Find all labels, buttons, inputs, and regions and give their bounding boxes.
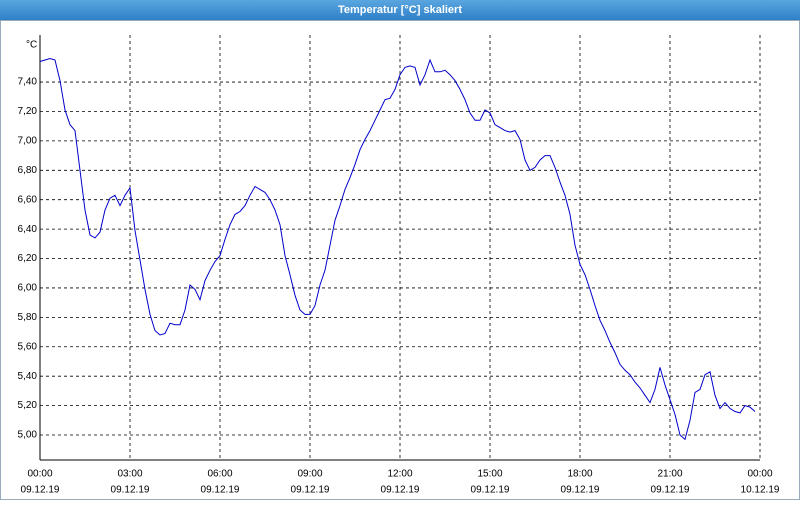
y-tick-label: 5,00 — [18, 430, 38, 441]
chart-title: Temperatur [°C] skaliert — [338, 4, 462, 16]
x-tick-label: 12:00 — [387, 469, 412, 480]
x-tick-label: 03:00 — [117, 469, 142, 480]
x-tick-date: 09.12.19 — [291, 485, 330, 496]
x-tick-label: 00:00 — [27, 469, 52, 480]
x-tick-date: 09.12.19 — [111, 485, 150, 496]
x-tick-date: 09.12.19 — [201, 485, 240, 496]
y-tick-label: 5,80 — [18, 312, 38, 323]
y-tick-label: 6,80 — [18, 165, 38, 176]
y-tick-label: 5,40 — [18, 371, 38, 382]
y-tick-label: 6,60 — [18, 194, 38, 205]
y-tick-label: 6,00 — [18, 283, 38, 294]
y-tick-label: 7,00 — [18, 136, 38, 147]
x-tick-date: 09.12.19 — [21, 485, 60, 496]
x-tick-label: 06:00 — [207, 469, 232, 480]
x-tick-date: 09.12.19 — [561, 485, 600, 496]
x-tick-date: 09.12.19 — [471, 485, 510, 496]
x-tick-label: 09:00 — [297, 469, 322, 480]
data-line — [39, 57, 756, 441]
x-tick-label: 21:00 — [657, 469, 682, 480]
y-tick-label: 7,20 — [18, 106, 38, 117]
x-tick-label: 00:00 — [747, 469, 772, 480]
x-tick-label: 18:00 — [567, 469, 592, 480]
x-tick-date: 10.12.19 — [741, 485, 780, 496]
x-tick-date: 09.12.19 — [651, 485, 690, 496]
x-tick-label: 15:00 — [477, 469, 502, 480]
title-bar — [0, 0, 800, 20]
y-tick-label: 6,40 — [18, 224, 38, 235]
y-tick-label: 5,60 — [18, 341, 38, 352]
y-unit: °C — [26, 40, 37, 51]
y-tick-label: 7,40 — [18, 77, 38, 88]
y-tick-label: 6,20 — [18, 253, 38, 264]
x-tick-date: 09.12.19 — [381, 485, 420, 496]
y-tick-label: 5,20 — [18, 400, 38, 411]
